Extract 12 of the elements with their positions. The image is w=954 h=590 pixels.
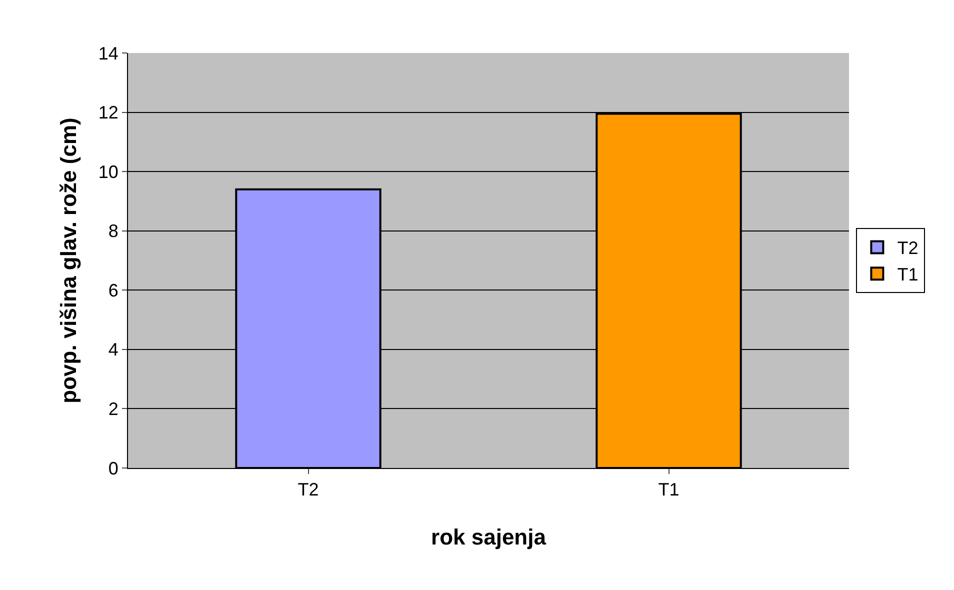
legend-label: T2: [897, 238, 918, 258]
y-tick-label: 4: [108, 340, 118, 360]
y-tick-label: 14: [98, 43, 118, 64]
y-axis-title: povp. višina glav. rože (cm): [56, 118, 82, 404]
y-tick-label: 8: [108, 221, 118, 242]
legend-label: T1: [897, 264, 918, 285]
x-axis-title: rok sajenja: [431, 524, 547, 550]
y-tick-label: 6: [108, 280, 118, 300]
y-tick-label: 12: [98, 102, 118, 123]
y-tick-label: 0: [108, 458, 118, 478]
y-tick-label: 10: [98, 162, 118, 182]
y-tick-label: 2: [108, 399, 118, 420]
